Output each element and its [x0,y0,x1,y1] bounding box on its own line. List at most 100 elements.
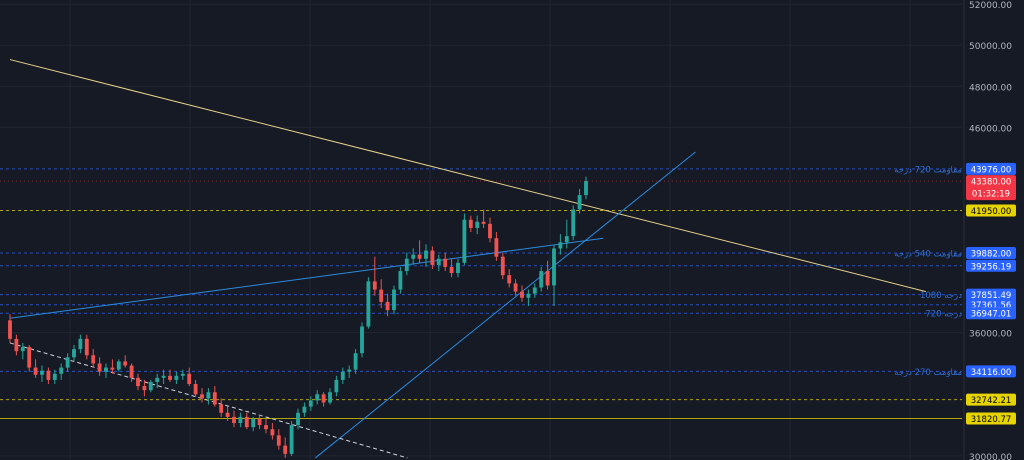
candle-body [116,361,121,370]
candle-body [59,367,64,374]
candle-body [347,369,352,372]
price-tag-value: 41950.00 [971,207,1012,217]
candle-body [340,371,345,380]
candle-body [584,181,588,196]
candles [8,176,588,458]
price-tag-box [966,204,1016,217]
candle-body [334,379,339,393]
candle-body [526,293,531,298]
candle-body [302,406,307,413]
candle-body [180,373,185,376]
candle-body [353,353,358,370]
candle-body [8,320,12,339]
candle-body [33,367,38,375]
price-tags: 43976.00 41950.00 39882.00 39256.19 37851.49… [966,162,1016,425]
candle-body [187,373,192,385]
candle-body [564,236,569,243]
candle-body [315,394,320,401]
price-tag-value: 39256.19 [971,262,1012,272]
candle-body [507,275,512,284]
candle-body [270,429,275,436]
candle-body [475,221,480,228]
candle-body [200,394,204,399]
candle-body [520,291,524,298]
candle-body [513,283,518,292]
price-tag-value: 39882.00 [971,249,1012,259]
candle-body [276,435,281,446]
candle-body [545,271,550,286]
candle-body [481,221,486,224]
candle-body [168,375,172,380]
candle-body [328,392,332,403]
candle-body [14,338,19,352]
price-axis-tick-label: 50000.00 [969,42,1012,52]
level-label: مقاومت 540 درجه [894,249,962,259]
candle-body [411,254,416,259]
current-price-box [966,175,1016,201]
price-tag-box [966,307,1016,320]
candle-body [40,370,44,375]
trendlines [9,59,926,459]
price-tag-box [966,412,1016,425]
price-axis-tick-label: 30000.00 [969,453,1012,460]
price-axis: 30000.00 36000.00 46000.00 48000.00 50000.00… [963,0,1012,460]
candle-body [174,375,179,380]
horizontal-levels: مقاومت 720 درجه مقاومت 540 درجه 1080 درجه 7… [0,165,962,420]
price-tag-value: 36947.01 [971,310,1012,320]
candle-body [552,248,556,286]
price-tag-box [966,259,1016,272]
price-tag-box [966,162,1016,175]
price-tag-value: 37361.56 [971,301,1012,311]
level-label: مقاومت 270 درجه [894,368,962,378]
candle-body [251,418,256,428]
candle-body [385,301,390,311]
candle-body [136,377,140,387]
grid [0,0,962,460]
candle-body [430,250,435,265]
candle-body [97,363,102,372]
candle-body [372,281,377,290]
candle-body [110,367,115,370]
candle-body [257,418,262,426]
candle-body [379,289,384,302]
candle-body [443,258,448,267]
price-tag-value: 34116.00 [971,368,1012,378]
candle-body [264,425,268,430]
candle-body [436,258,441,265]
candle-body [52,373,57,380]
candle-body [577,195,582,210]
candle-body [104,367,108,372]
candle-body [468,219,473,228]
candle-body [46,370,51,380]
candle-body [27,347,32,368]
candle-body [232,416,236,424]
candle-body [91,355,96,364]
level-label: 1080 درجه [920,291,962,301]
candle-body [539,271,544,288]
current-price-value: 43380.00 [971,178,1012,188]
candle-body [532,287,537,294]
price-tag-box [966,365,1016,378]
candle-body [308,400,313,407]
price-tag-box [966,246,1016,259]
level-label: مقاومت 720 درجه [894,165,962,175]
candle-body [366,281,371,327]
candle-body [225,412,230,417]
candle-body [289,425,294,454]
rising-support-shallow-trendline [9,237,604,319]
candle-body [404,258,409,272]
candle-body [155,377,160,382]
candle-body [238,416,243,424]
price-axis-tick-label: 36000.00 [969,330,1012,340]
candle-body [123,361,128,366]
candle-body [20,347,25,352]
candle-body [488,223,492,239]
level-label: 720 درجه [925,310,962,320]
candle-body [142,386,147,391]
candle-body [78,338,83,350]
price-tag-value: 32742.21 [971,396,1012,406]
candle-body [571,209,576,237]
candle-body [219,404,224,413]
